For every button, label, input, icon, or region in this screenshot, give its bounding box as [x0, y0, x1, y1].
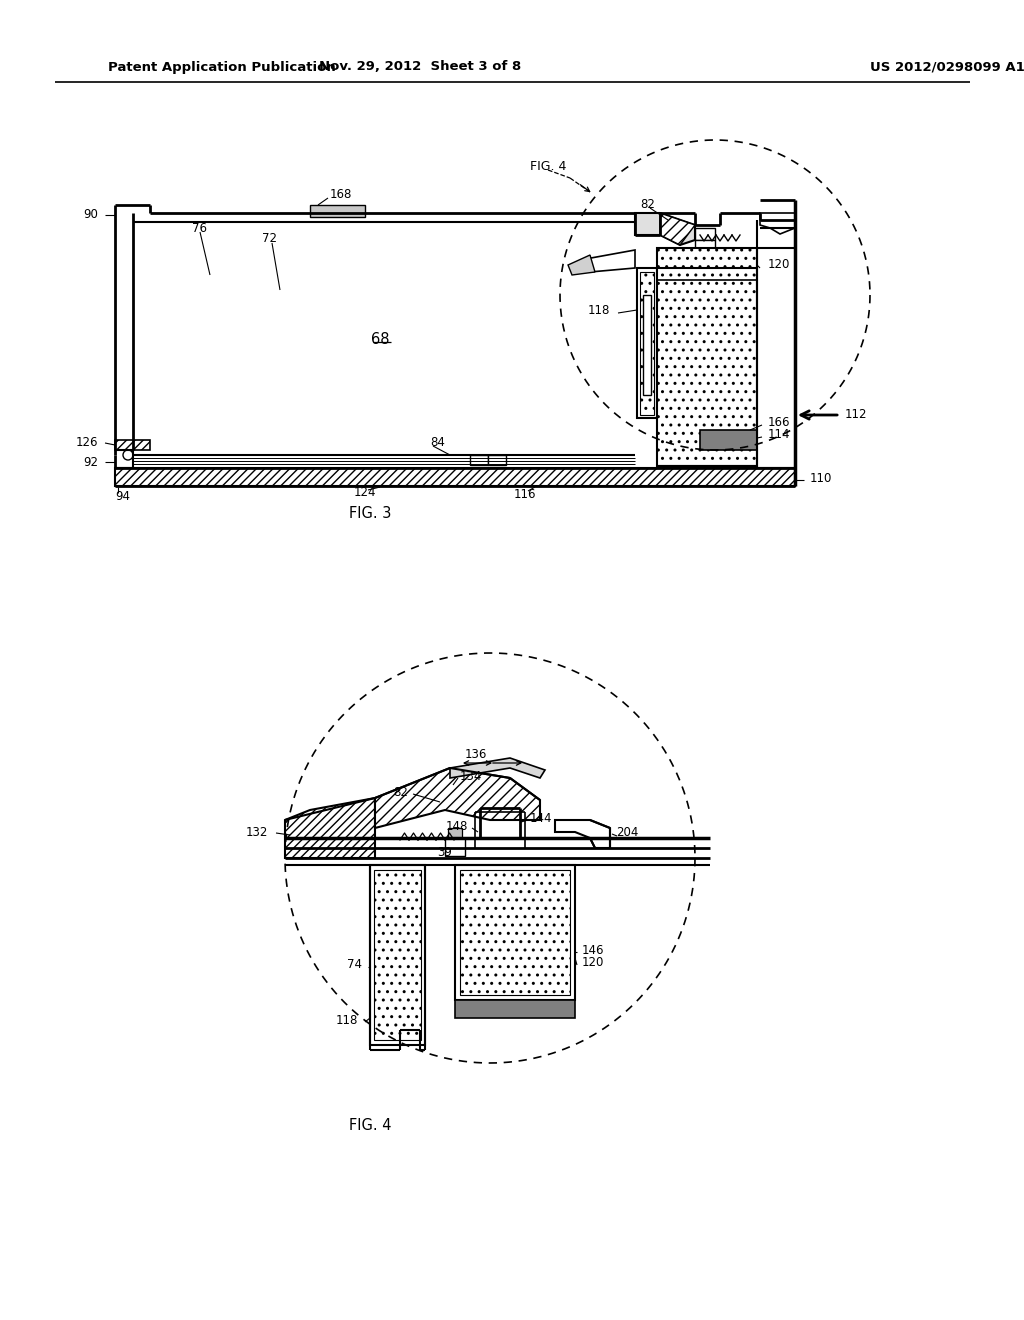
Bar [460, 870, 570, 995]
Text: 166: 166 [768, 416, 791, 429]
Text: 136: 136 [465, 748, 487, 762]
Bar [488, 455, 506, 465]
Text: 82: 82 [393, 785, 408, 799]
Text: 134: 134 [460, 770, 482, 783]
Text: FIG. 4: FIG. 4 [530, 161, 566, 173]
Text: 120: 120 [768, 259, 791, 272]
Bar [370, 865, 425, 1045]
Text: 92: 92 [83, 455, 98, 469]
Text: FIG. 4: FIG. 4 [349, 1118, 391, 1133]
Bar [374, 870, 421, 1040]
Polygon shape [580, 249, 635, 272]
Polygon shape [760, 213, 795, 234]
Text: 94: 94 [115, 490, 130, 503]
Text: 120: 120 [582, 957, 604, 969]
Text: 168: 168 [330, 189, 352, 202]
Text: FIG. 3: FIG. 3 [349, 507, 391, 521]
Bar [455, 865, 575, 1001]
Polygon shape [450, 758, 545, 777]
Text: 68: 68 [371, 333, 389, 347]
Text: 76: 76 [193, 222, 207, 235]
Text: 124: 124 [353, 487, 376, 499]
Text: Patent Application Publication: Patent Application Publication [108, 61, 336, 74]
Bar [640, 272, 654, 414]
Polygon shape [660, 213, 695, 246]
Text: 110: 110 [810, 471, 833, 484]
Polygon shape [635, 213, 695, 246]
Text: 116: 116 [514, 487, 537, 500]
Text: 118: 118 [588, 304, 610, 317]
Text: 148: 148 [445, 820, 468, 833]
Text: 82: 82 [641, 198, 655, 211]
Text: 146: 146 [582, 944, 604, 957]
Text: 90: 90 [83, 209, 98, 222]
Text: US 2012/0298099 A1: US 2012/0298099 A1 [870, 61, 1024, 74]
Bar [657, 248, 757, 466]
Bar [445, 838, 465, 855]
Text: 112: 112 [845, 408, 867, 421]
Text: 74: 74 [347, 958, 362, 972]
Polygon shape [555, 820, 610, 847]
Text: Nov. 29, 2012  Sheet 3 of 8: Nov. 29, 2012 Sheet 3 of 8 [318, 61, 521, 74]
Text: 72: 72 [262, 231, 278, 244]
Bar [695, 240, 715, 249]
Circle shape [123, 450, 133, 459]
Polygon shape [285, 799, 375, 858]
Text: 114: 114 [768, 429, 791, 441]
Text: 126: 126 [76, 436, 98, 449]
Bar [115, 440, 150, 450]
Bar [700, 430, 757, 450]
Bar [643, 294, 651, 395]
Polygon shape [568, 255, 595, 275]
Text: 118: 118 [336, 1014, 358, 1027]
Bar [470, 455, 488, 465]
Text: 39: 39 [437, 846, 453, 859]
Bar [695, 228, 715, 240]
Bar [449, 828, 462, 838]
Text: 132: 132 [246, 826, 268, 840]
Bar [455, 1001, 575, 1018]
Text: 144: 144 [530, 812, 553, 825]
Bar [310, 205, 365, 216]
Polygon shape [375, 768, 540, 828]
Bar [115, 469, 795, 486]
Text: 204: 204 [616, 825, 638, 838]
Bar [637, 268, 657, 418]
Text: 84: 84 [430, 436, 444, 449]
